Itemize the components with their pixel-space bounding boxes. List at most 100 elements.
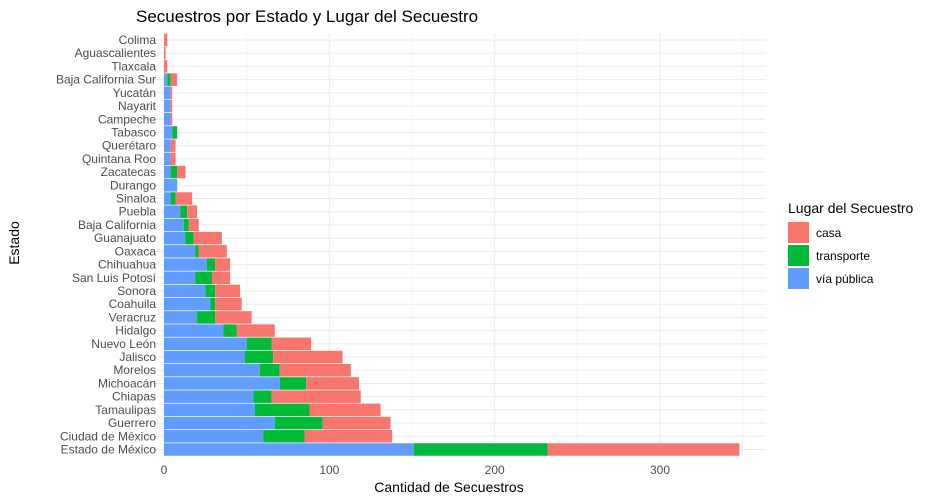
y-tick-label-queretaro: Querétaro [102,139,156,153]
bar-baja-california-sur-via-publica [164,73,168,86]
bar-san-luis-potosi-casa [211,271,231,285]
y-tick-label-tamaulipas: Tamaulipas [95,403,156,417]
bar-campeche-via-publica [164,113,171,126]
bar-chiapas-via-publica [164,390,254,403]
x-tick-labels: 0 100 200 300 [161,463,671,477]
bar-oaxaca-casa [198,245,227,258]
y-tick-label-nuevo-leon: Nuevo León [91,337,156,351]
bar-yucatan-via-publica [164,86,171,100]
bar-morelos-via-publica [164,363,260,377]
x-axis-title: Cantidad de Secuestros [374,479,523,495]
bar-nuevo-leon-casa [271,337,312,351]
bar-guanajuato-transporte [185,231,194,245]
bar-jalisco-casa [273,350,343,364]
bar-hidalgo-casa [236,324,275,337]
bar-estado-de-mexico-transporte [413,443,548,456]
bar-zacatecas-via-publica [164,165,171,179]
y-tick-label-durango: Durango [110,178,156,192]
y-tick-label-chihuahua: Chihuahua [98,258,156,272]
bar-puebla-casa [187,205,198,218]
bar-ciudad-de-mexico-casa [304,430,393,443]
bar-tamaulipas-via-publica [164,403,255,417]
bar-chiapas-transporte [253,390,272,403]
bar-queretaro-via-publica [164,139,171,152]
bar-estado-de-mexico-casa [547,443,740,456]
bar-aguascalientes-casa [164,46,166,60]
bar-guerrero-casa [322,416,391,430]
chart-title: Secuestros por Estado y Lugar del Secues… [136,7,478,26]
x-tick-label: 0 [161,463,168,477]
bar-tabasco-via-publica [164,126,173,139]
bar-oaxaca-transporte [195,245,199,258]
bar-quintana-roo-casa [170,152,176,166]
x-tick-label: 200 [485,463,505,477]
y-tick-label-chiapas: Chiapas [112,390,156,404]
bar-sonora-via-publica [164,284,206,298]
bar-tlaxcala-casa [164,60,168,73]
bar-jalisco-transporte [245,350,274,364]
bar-morelos-casa [279,363,351,377]
bar-san-luis-potosi-via-publica [164,271,196,285]
legend-title: Lugar del Secuestro [788,200,914,216]
y-tick-label-sinaloa: Sinaloa [116,192,156,206]
y-tick-label-ciudad-de-mexico: Ciudad de México [60,429,156,443]
y-tick-label-hidalgo: Hidalgo [115,324,156,338]
bar-guerrero-transporte [274,416,323,430]
bar-colima-casa [164,33,168,47]
legend-swatch-casa [788,222,809,243]
y-tick-label-jalisco: Jalisco [119,350,156,364]
bar-puebla-via-publica [164,205,181,218]
y-tick-label-colima: Colima [119,33,157,47]
bar-michoacan-transporte [279,377,307,390]
y-tick-label-tabasco: Tabasco [111,125,156,139]
bar-chihuahua-via-publica [164,258,207,271]
bar-zacatecas-transporte [170,165,178,179]
y-tick-label-campeche: Campeche [98,112,156,126]
y-axis-title: Estado [6,221,22,265]
bar-sinaloa-casa [175,192,193,205]
bar-veracruz-via-publica [164,311,198,324]
bar-chihuahua-casa [215,258,231,271]
y-tick-label-guanajuato: Guanajuato [94,231,156,245]
y-tick-label-quintana-roo: Quintana Roo [82,152,156,166]
bar-jalisco-via-publica [164,350,246,364]
legend-label-via-publica: vía pública [816,272,874,286]
y-tick-label-baja-california-sur: Baja California Sur [56,73,156,87]
y-tick-label-oaxaca: Oaxaca [115,244,157,258]
y-tick-label-estado-de-mexico: Estado de México [61,443,157,457]
bar-oaxaca-via-publica [164,245,196,258]
bar-morelos-transporte [259,363,280,377]
x-tick-label: 100 [319,463,339,477]
bar-queretaro-casa [170,139,176,152]
y-tick-label-michoacan: Michoacán [98,376,156,390]
bar-zacatecas-casa [177,165,186,179]
bar-durango-via-publica [164,179,178,192]
bar-coahuila-transporte [210,297,216,311]
y-tick-label-baja-california: Baja California [78,218,156,232]
bar-michoacan-via-publica [164,377,280,390]
legend-swatch-transporte [788,245,809,266]
bar-nuevo-leon-via-publica [164,337,247,351]
bar-ciudad-de-mexico-transporte [263,430,305,443]
y-tick-label-san-luis-potosi: San Luis Potosí [72,271,157,285]
x-tick-label: 300 [650,463,670,477]
bar-sonora-transporte [205,284,216,298]
bar-yucatan-casa [170,86,173,100]
y-tick-label-veracruz: Veracruz [109,310,156,324]
y-tick-label-puebla: Puebla [119,205,157,219]
bar-sonora-casa [215,284,241,298]
bar-michoacan-casa [306,377,360,390]
bar-guanajuato-via-publica [164,231,186,245]
bar-baja-california-sur-transporte [167,73,171,86]
bar-baja-california-transporte [183,218,189,232]
bar-baja-california-sur-casa [170,73,178,86]
y-tick-label-nayarit: Nayarit [118,99,157,113]
y-tick-label-coahuila: Coahuila [109,297,157,311]
bar-nayarit-casa [170,99,173,113]
y-tick-label-zacatecas: Zacatecas [101,165,156,179]
bar-quintana-roo-via-publica [164,152,171,166]
y-tick-label-yucatan: Yucatán [113,86,156,100]
y-tick-label-guerrero: Guerrero [108,416,156,430]
bars [164,33,740,456]
